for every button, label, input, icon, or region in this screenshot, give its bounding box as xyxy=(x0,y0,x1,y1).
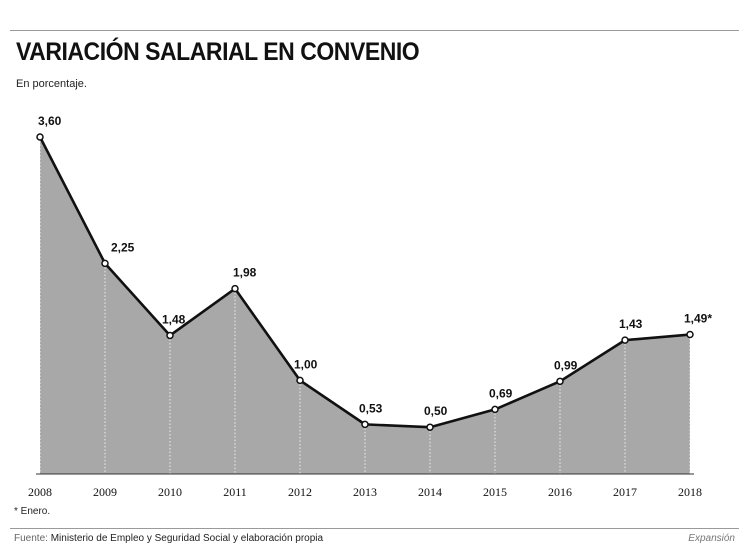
bottom-rule xyxy=(10,528,739,529)
data-label: 2,25 xyxy=(111,240,135,254)
data-point xyxy=(231,284,239,293)
x-tick-label: 2013 xyxy=(353,485,377,499)
data-label: 1,48 xyxy=(162,312,186,326)
brand-credit: Expansión xyxy=(688,533,735,544)
data-label: 1,00 xyxy=(294,357,318,371)
chart-subtitle: En porcentaje. xyxy=(16,78,87,90)
top-rule xyxy=(10,30,739,31)
data-point xyxy=(621,336,629,344)
data-label: 0,99 xyxy=(554,358,578,372)
source-line: Fuente: Ministerio de Empleo y Seguridad… xyxy=(14,533,323,544)
data-point xyxy=(556,377,564,386)
x-tick-label: 2012 xyxy=(288,485,312,499)
x-tick-label: 2011 xyxy=(223,485,247,499)
area-fill xyxy=(40,137,690,474)
data-label: 0,53 xyxy=(359,401,383,415)
data-point xyxy=(491,405,499,414)
x-tick-label: 2010 xyxy=(158,485,182,499)
data-point xyxy=(361,420,369,429)
x-tick-label: 2009 xyxy=(93,485,117,499)
x-tick-label: 2015 xyxy=(483,485,507,499)
source-text: Ministerio de Empleo y Seguridad Social … xyxy=(50,533,324,544)
data-label: 0,50 xyxy=(424,404,448,418)
source-label: Fuente: xyxy=(14,533,48,544)
data-label: 1,43 xyxy=(619,317,643,331)
data-point xyxy=(686,330,694,339)
data-point xyxy=(166,331,174,340)
x-tick-label: 2016 xyxy=(548,485,572,499)
footnote: * Enero. xyxy=(14,506,51,517)
data-point xyxy=(296,376,304,385)
data-label: 3,60 xyxy=(38,114,62,128)
x-tick-label: 2017 xyxy=(613,485,637,499)
data-label: 1,98 xyxy=(233,266,257,280)
data-point xyxy=(101,259,109,268)
x-tick-label: 2018 xyxy=(678,485,702,499)
chart-title: VARIACIÓN SALARIAL EN CONVENIO xyxy=(16,38,420,66)
data-point xyxy=(36,133,44,141)
data-label: 1,49* xyxy=(684,312,712,326)
data-point xyxy=(426,423,434,431)
data-label: 0,69 xyxy=(489,386,513,400)
x-tick-label: 2014 xyxy=(418,485,442,499)
x-tick-label: 2008 xyxy=(28,485,52,499)
